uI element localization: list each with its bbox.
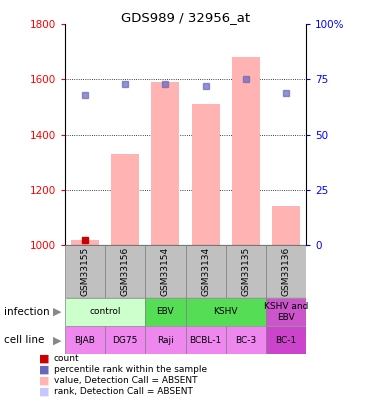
Text: GSM33135: GSM33135 xyxy=(241,247,250,296)
Bar xyxy=(186,326,226,354)
Text: GSM33134: GSM33134 xyxy=(201,247,210,296)
Text: BC-1: BC-1 xyxy=(275,336,296,345)
Text: BC-3: BC-3 xyxy=(235,336,256,345)
Text: value, Detection Call = ABSENT: value, Detection Call = ABSENT xyxy=(54,376,197,385)
Bar xyxy=(145,298,186,326)
Text: GSM33136: GSM33136 xyxy=(282,247,290,296)
Bar xyxy=(71,239,99,245)
Bar xyxy=(105,245,145,298)
Bar xyxy=(151,82,180,245)
Bar xyxy=(191,104,220,245)
Bar xyxy=(266,326,306,354)
Bar xyxy=(145,326,186,354)
Bar xyxy=(105,326,145,354)
Text: count: count xyxy=(54,354,79,363)
Text: DG75: DG75 xyxy=(112,336,138,345)
Text: KSHV: KSHV xyxy=(213,307,238,316)
Bar xyxy=(232,58,260,245)
Bar xyxy=(226,245,266,298)
Text: GDS989 / 32956_at: GDS989 / 32956_at xyxy=(121,11,250,24)
Text: ▶: ▶ xyxy=(53,307,62,317)
Text: GSM33154: GSM33154 xyxy=(161,247,170,296)
Text: infection: infection xyxy=(4,307,49,317)
Bar xyxy=(65,326,105,354)
Bar xyxy=(65,298,145,326)
Text: ■: ■ xyxy=(39,354,50,363)
Text: Raji: Raji xyxy=(157,336,174,345)
Text: BCBL-1: BCBL-1 xyxy=(190,336,222,345)
Bar xyxy=(65,245,105,298)
Bar xyxy=(266,298,306,326)
Bar xyxy=(186,298,266,326)
Text: KSHV and
EBV: KSHV and EBV xyxy=(264,302,308,322)
Bar xyxy=(145,245,186,298)
Text: ■: ■ xyxy=(39,364,50,374)
Bar xyxy=(111,154,139,245)
Text: EBV: EBV xyxy=(157,307,174,316)
Text: BJAB: BJAB xyxy=(75,336,95,345)
Bar xyxy=(272,207,300,245)
Text: rank, Detection Call = ABSENT: rank, Detection Call = ABSENT xyxy=(54,387,193,396)
Bar xyxy=(266,245,306,298)
Text: percentile rank within the sample: percentile rank within the sample xyxy=(54,365,207,374)
Text: control: control xyxy=(89,307,121,316)
Text: cell line: cell line xyxy=(4,335,44,345)
Bar xyxy=(226,326,266,354)
Text: ■: ■ xyxy=(39,386,50,396)
Text: GSM33155: GSM33155 xyxy=(81,247,89,296)
Bar xyxy=(186,245,226,298)
Text: GSM33156: GSM33156 xyxy=(121,247,130,296)
Text: ■: ■ xyxy=(39,375,50,385)
Text: ▶: ▶ xyxy=(53,335,62,345)
